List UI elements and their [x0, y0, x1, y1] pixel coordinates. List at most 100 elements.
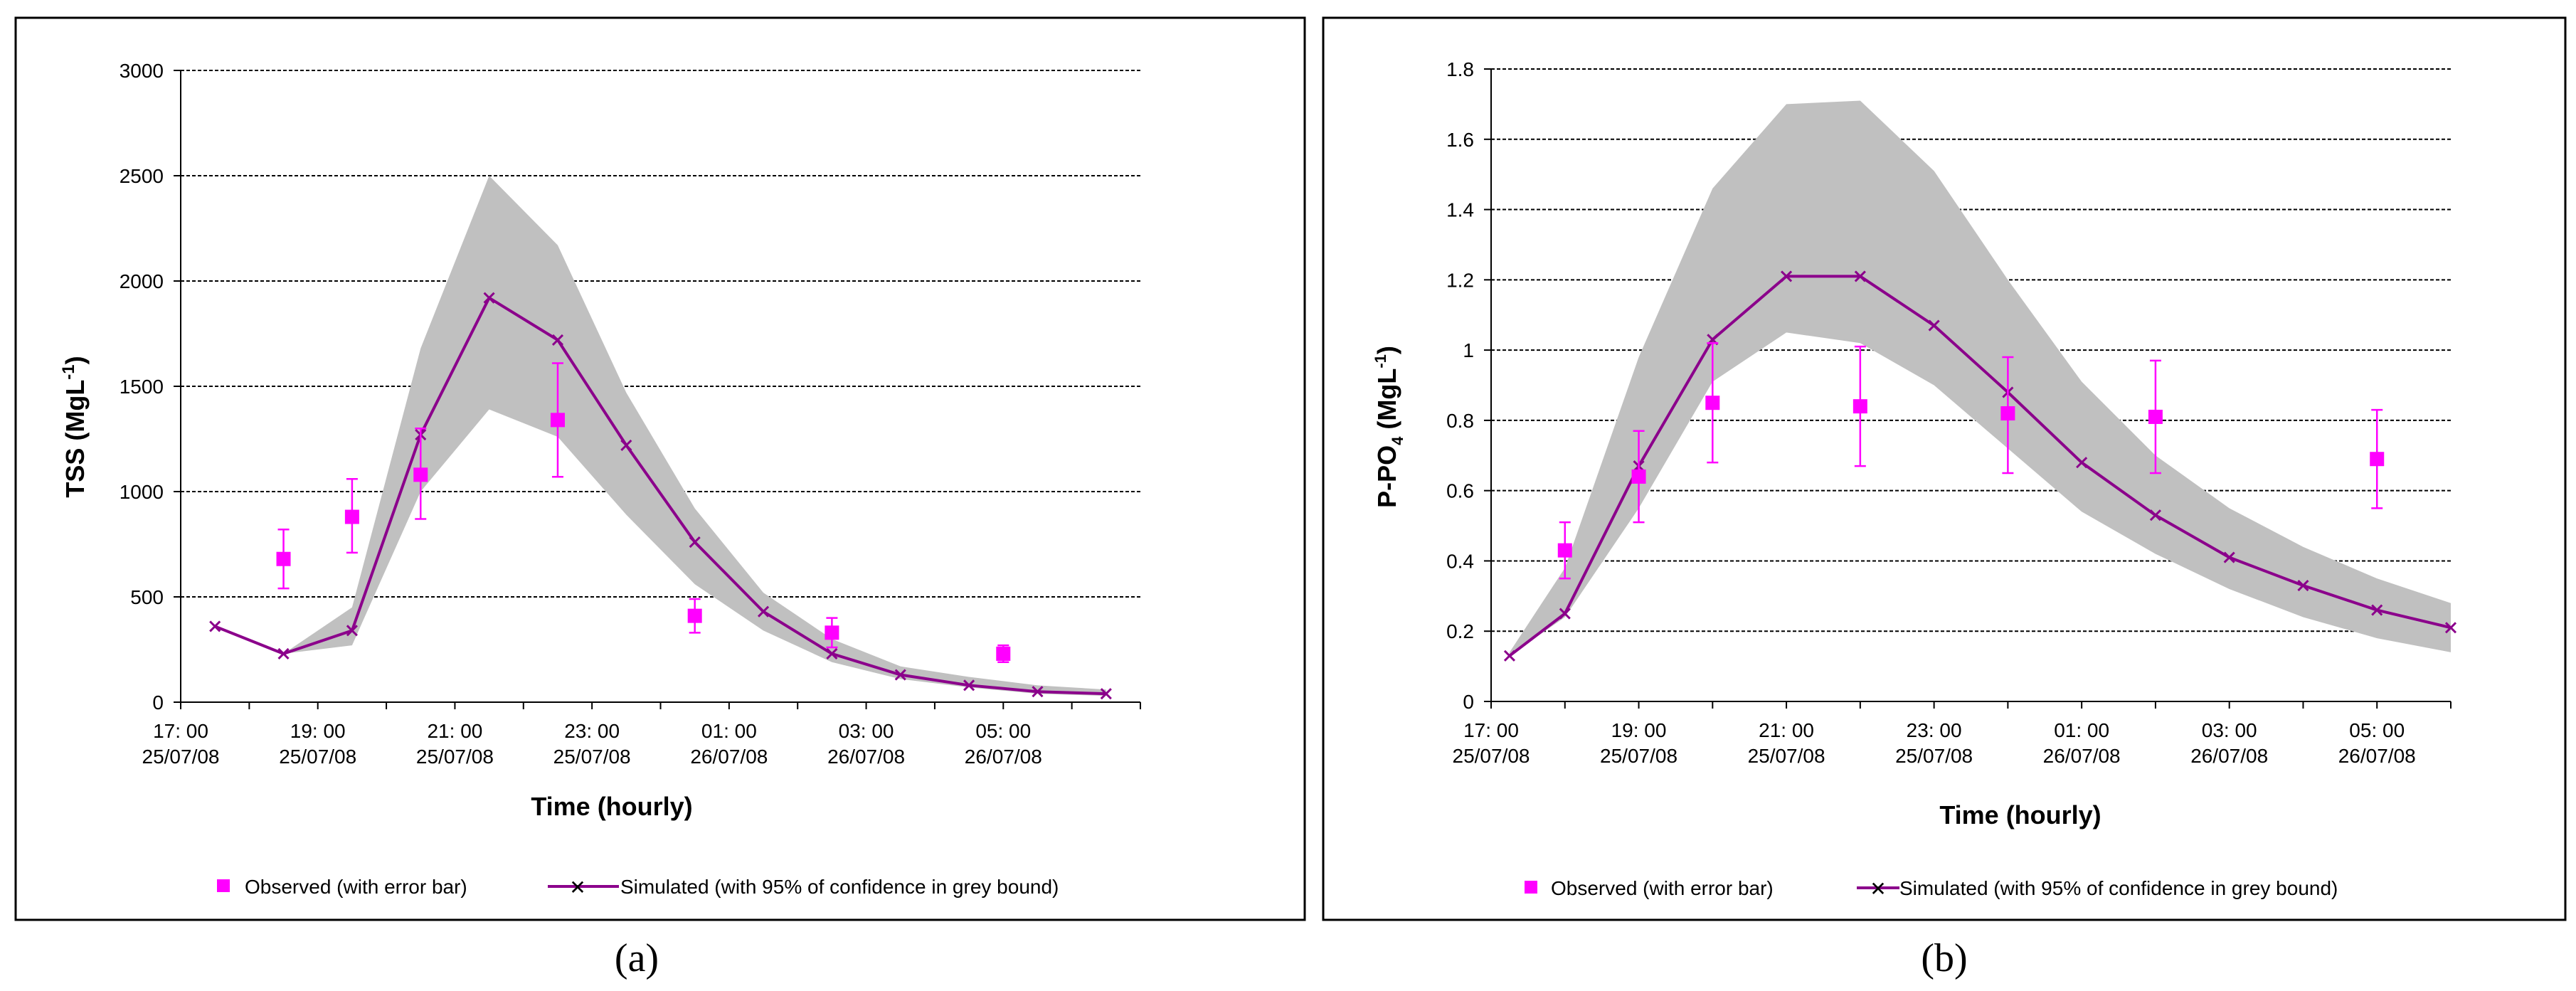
simulated-point-b-11 [2297, 579, 2309, 592]
simulated-line-a [214, 295, 1106, 696]
simulated-point-a-6 [620, 439, 632, 451]
legend-observed-label-a: Observed (with error bar) [245, 876, 467, 898]
observed-point-b-3 [1853, 399, 1867, 414]
confidence-band-b [1509, 100, 2451, 656]
observed-point-b-5 [2148, 409, 2163, 424]
observed-point-a-1 [344, 509, 359, 524]
y-tick-label-b-1: 0.2 [1446, 620, 1474, 642]
x-tick-date-a-4: 26/07/08 [690, 746, 768, 768]
legend-simulated-marker-a: ✕ [569, 876, 585, 899]
simulated-point-b-9 [2149, 509, 2161, 521]
observed-point-a-3 [550, 413, 565, 428]
x-tick-date-b-2: 25/07/08 [1748, 745, 1825, 767]
observed-point-b-6 [2370, 452, 2385, 467]
x-tick-date-b-1: 25/07/08 [1600, 745, 1677, 767]
simulated-point-b-10 [2223, 551, 2235, 563]
y-tick-label-a-6: 3000 [120, 60, 164, 82]
observed-point-a-4 [687, 608, 702, 623]
x-axis-title-a: Time (hourly) [531, 792, 692, 821]
x-tick-date-a-6: 26/07/08 [965, 746, 1042, 768]
simulated-point-a-5 [551, 334, 564, 346]
x-tick-time-b-2: 21: 00 [1759, 719, 1814, 741]
x-tick-date-a-2: 25/07/08 [416, 746, 494, 768]
observed-point-a-2 [413, 467, 428, 482]
simulated-point-b-1 [1559, 608, 1571, 620]
x-tick-date-a-1: 25/07/08 [279, 746, 356, 768]
x-tick-time-a-5: 03: 00 [839, 720, 894, 742]
simulated-point-a-10 [894, 669, 906, 681]
legend-simulated-label-a: Simulated (with 95% of confidence in gre… [620, 876, 1059, 898]
y-tick-label-b-2: 0.4 [1446, 550, 1474, 572]
legend-observed-marker-b [1525, 881, 1537, 894]
simulated-point-a-9 [826, 647, 838, 659]
y-tick-label-b-6: 1.2 [1446, 269, 1474, 291]
y-tick-label-b-4: 0.8 [1446, 410, 1474, 432]
panel-b-frame [1322, 16, 2567, 921]
legend-observed-label-b: Observed (with error bar) [1551, 877, 1774, 899]
caption-a: (a) [615, 936, 659, 980]
legend-simulated-marker-b: ✕ [1870, 878, 1886, 900]
x-tick-time-b-0: 17: 00 [1463, 719, 1519, 741]
simulated-point-b-12 [2371, 604, 2383, 616]
observed-point-a-0 [276, 551, 291, 566]
simulated-point-a-4 [483, 292, 495, 304]
x-tick-date-b-0: 25/07/08 [1453, 745, 1530, 767]
observed-point-a-5 [825, 625, 839, 640]
x-axis-title-b: Time (hourly) [1939, 800, 2101, 830]
y-tick-label-b-7: 1.4 [1446, 199, 1474, 221]
x-tick-time-a-3: 23: 00 [564, 720, 620, 742]
simulated-point-a-7 [689, 536, 701, 549]
y-axis-title-b: P-PO4 (MgL-1) [1372, 346, 1406, 508]
x-tick-date-b-5: 26/07/08 [2190, 745, 2268, 767]
x-tick-time-a-0: 17: 00 [153, 720, 208, 742]
x-tick-date-a-5: 26/07/08 [827, 746, 905, 768]
panel-a: 0 500 1000 1500 2000 2500 3000 17: 00 25/07/08 19… [14, 16, 1306, 980]
x-tick-time-a-2: 21: 00 [427, 720, 482, 742]
x-tick-time-b-3: 23: 00 [1907, 719, 1962, 741]
simulated-point-a-2 [346, 625, 358, 637]
simulated-point-b-8 [2076, 457, 2088, 469]
x-tick-date-b-6: 26/07/08 [2338, 745, 2416, 767]
panel-b: 0 0.2 0.4 0.6 0.8 1 1.2 1.4 1.6 1.8 17: 00 25/07/08… [1322, 16, 2567, 980]
x-tick-time-b-6: 05: 00 [2349, 719, 2405, 741]
y-tick-label-b-0: 0 [1463, 691, 1474, 713]
observed-point-b-2 [1705, 396, 1720, 410]
simulated-point-b-0 [1503, 650, 1516, 662]
observed-point-b-0 [1557, 543, 1572, 558]
x-tick-date-b-3: 25/07/08 [1895, 745, 1973, 767]
x-tick-time-b-5: 03: 00 [2202, 719, 2257, 741]
legend-a: Observed (with error bar) ✕ Simulated (w… [217, 876, 1059, 899]
observed-point-b-4 [2000, 406, 2015, 421]
x-tick-time-a-6: 05: 00 [975, 720, 1031, 742]
legend-b: Observed (with error bar) ✕ Simulated (w… [1525, 877, 2338, 900]
simulated-point-b-5 [1854, 270, 1866, 282]
simulated-point-a-12 [1032, 686, 1044, 698]
observed-point-b-1 [1631, 469, 1646, 484]
simulated-point-a-11 [963, 679, 975, 691]
simulated-point-a-1 [277, 647, 290, 659]
y-tick-label-b-8: 1.6 [1446, 129, 1474, 151]
y-tick-label-b-9: 1.8 [1446, 58, 1474, 80]
x-tick-time-b-1: 19: 00 [1611, 719, 1667, 741]
caption-b: (b) [1921, 936, 1967, 980]
simulated-point-a-8 [757, 605, 770, 618]
simulated-point-a-13 [1100, 688, 1112, 700]
legend-simulated-label-b: Simulated (with 95% of confidence in gre… [1899, 877, 2338, 899]
y-tick-label-a-3: 1500 [120, 376, 164, 398]
y-tick-label-a-0: 0 [152, 691, 164, 714]
x-tick-time-a-1: 19: 00 [290, 720, 346, 742]
simulated-point-b-6 [1928, 319, 1940, 332]
simulated-point-b-13 [2444, 622, 2457, 634]
y-tick-label-a-1: 500 [130, 586, 164, 608]
observed-point-a-6 [996, 646, 1011, 661]
x-tick-time-a-4: 01: 00 [701, 720, 757, 742]
y-tick-label-a-4: 2000 [120, 270, 164, 292]
x-tick-date-a-3: 25/07/08 [553, 746, 631, 768]
plot-a: 0 500 1000 1500 2000 2500 3000 17: 00 25/07/08 19… [120, 60, 1141, 768]
y-tick-label-b-5: 1 [1463, 339, 1474, 361]
y-tick-label-a-2: 1000 [120, 481, 164, 503]
legend-observed-marker-a [217, 879, 230, 892]
confidence-band-a [283, 176, 1106, 696]
plot-b: 0 0.2 0.4 0.6 0.8 1 1.2 1.4 1.6 1.8 17: 00 25/07/08… [1446, 58, 2457, 767]
y-tick-label-a-5: 2500 [120, 165, 164, 187]
